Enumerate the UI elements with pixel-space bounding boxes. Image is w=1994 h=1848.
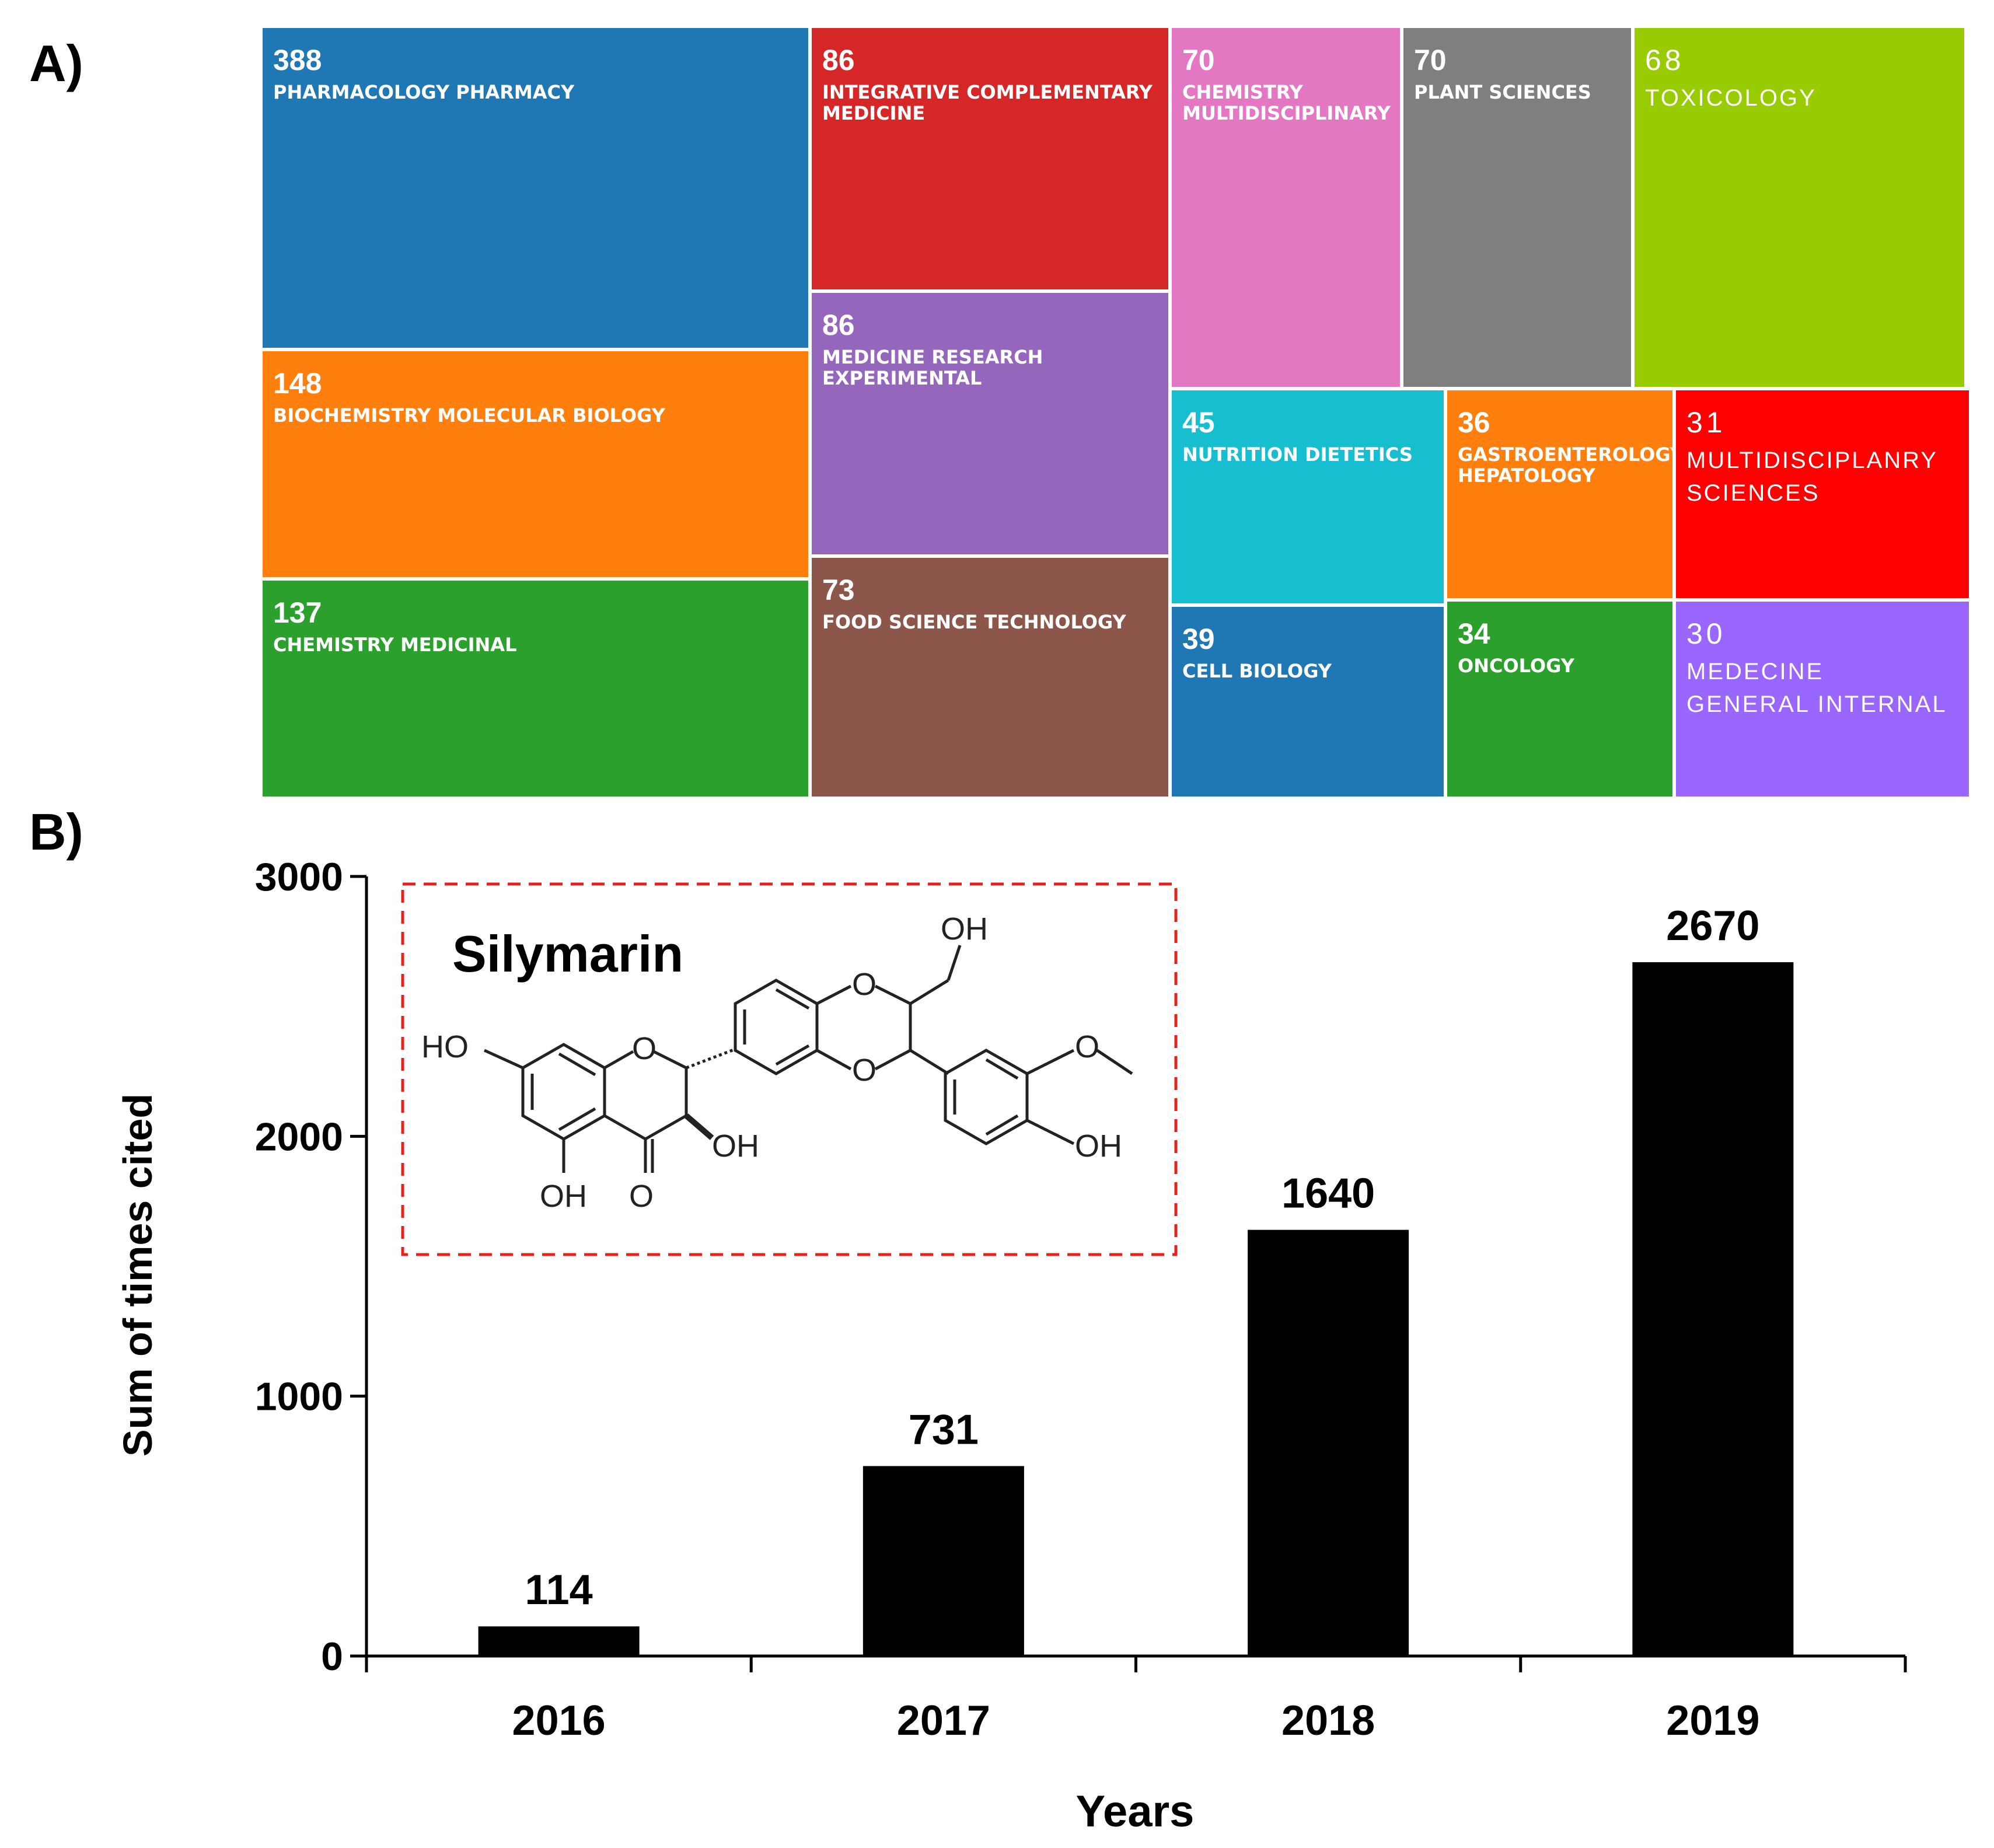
treemap-tile: 30 MEDECINE GENERAL INTERNAL xyxy=(1676,602,1969,797)
atom-label-oh: OH xyxy=(712,1129,759,1164)
y-ticks: 0 1000 2000 3000 xyxy=(255,855,366,1679)
treemap-tile: 86 INTEGRATIVE COMPLEMENTARY MEDICINE xyxy=(812,28,1168,289)
tile-name: INTEGRATIVE COMPLEMENTARY MEDICINE xyxy=(822,81,1153,124)
bar-value-label: 114 xyxy=(525,1567,593,1613)
tile-count: 36 xyxy=(1458,406,1490,439)
atom-label-oh: OH xyxy=(540,1179,587,1214)
treemap-tile: 34 ONCOLOGY xyxy=(1447,602,1672,797)
tile-name: TOXICOLOGY xyxy=(1645,85,1817,111)
tile-count: 86 xyxy=(822,44,855,76)
x-tick-label: 2017 xyxy=(897,1697,990,1744)
treemap-tile: 68 TOXICOLOGY xyxy=(1635,28,1964,387)
tile-count: 34 xyxy=(1458,617,1490,650)
tile-count: 31 xyxy=(1686,406,1726,439)
x-tick-label: 2016 xyxy=(512,1697,606,1744)
treemap-tile: 388 PHARMACOLOGY PHARMACY xyxy=(263,28,808,348)
tile-count: 30 xyxy=(1686,617,1726,650)
silymarin-structure xyxy=(483,945,1133,1173)
tile-name: ONCOLOGY xyxy=(1458,655,1574,677)
x-ticks: 2016 2017 2018 2019 xyxy=(365,1656,1907,1744)
atom-label-oh: OH xyxy=(941,911,988,946)
panel-label-b: B) xyxy=(29,803,83,861)
treemap-tile: 148 BIOCHEMISTRY MOLECULAR BIOLOGY xyxy=(263,351,808,577)
atom-label-o: O xyxy=(852,967,876,1002)
tile-count: 148 xyxy=(273,367,322,400)
tile-count: 70 xyxy=(1182,44,1215,76)
tile-name: PLANT SCIENCES xyxy=(1414,81,1591,103)
tile-name: MULTIDISCIPLANRY SCIENCES xyxy=(1686,448,1939,506)
panel-label-a: A) xyxy=(29,34,83,92)
atom-label-o: O xyxy=(632,1031,656,1066)
structure-atom-labels: HO O OH OH O O O OH O OH xyxy=(421,911,1122,1214)
inset-dashed-border xyxy=(401,882,1178,1256)
bar-value-label: 2670 xyxy=(1666,903,1759,949)
tile-count: 39 xyxy=(1182,623,1215,655)
tile-count: 137 xyxy=(273,596,322,629)
tile-count: 73 xyxy=(822,574,855,606)
treemap-tile: 73 FOOD SCIENCE TECHNOLOGY xyxy=(812,558,1168,797)
y-tick-label: 1000 xyxy=(255,1375,343,1419)
silymarin-inset: Silymarin xyxy=(401,882,1178,1256)
tile-count: 45 xyxy=(1182,406,1215,439)
treemap-tile: 86 MEDICINE RESEARCH EXPERIMENTAL xyxy=(812,293,1168,554)
treemap-tile: 31 MULTIDISCIPLANRY SCIENCES xyxy=(1676,390,1969,598)
tile-name: CELL BIOLOGY xyxy=(1182,660,1332,682)
treemap-tile: 36 GASTROENTEROLOGY HEPATOLOGY xyxy=(1447,390,1672,598)
tile-name: MEDECINE GENERAL INTERNAL xyxy=(1686,659,1947,717)
y-tick-label: 2000 xyxy=(255,1115,343,1159)
treemap-tile: 45 NUTRITION DIETETICS xyxy=(1172,390,1444,603)
tile-name: PHARMACOLOGY PHARMACY xyxy=(273,81,575,103)
bar-value-label: 1640 xyxy=(1281,1171,1375,1217)
x-tick-label: 2019 xyxy=(1666,1697,1759,1744)
tile-name: BIOCHEMISTRY MOLECULAR BIOLOGY xyxy=(273,404,665,427)
y-axis-label: Sum of times cited xyxy=(115,1094,160,1456)
x-axis-label: Years xyxy=(1076,1787,1195,1836)
y-tick-label: 0 xyxy=(321,1634,343,1679)
y-tick-label: 3000 xyxy=(255,855,343,899)
bar xyxy=(478,1626,640,1656)
treemap-tile: 137 CHEMISTRY MEDICINAL xyxy=(263,581,808,797)
bars: 114 731 1640 2670 xyxy=(478,903,1794,1656)
atom-label-o: O xyxy=(1075,1029,1099,1064)
tile-count: 86 xyxy=(822,309,855,341)
treemap-tile: 70 CHEMISTRY MULTIDISCIPLINARY xyxy=(1172,28,1400,387)
treemap-tile: 70 PLANT SCIENCES xyxy=(1403,28,1631,387)
inset-title: Silymarin xyxy=(452,925,683,983)
treemap: 388 PHARMACOLOGY PHARMACY 148 BIOCHEMIST… xyxy=(0,0,1994,805)
atom-label-o: O xyxy=(629,1179,654,1214)
bar xyxy=(862,1466,1024,1656)
bar-value-label: 731 xyxy=(909,1406,979,1453)
tile-count: 68 xyxy=(1645,44,1685,76)
tile-name: CHEMISTRY MEDICINAL xyxy=(273,634,517,656)
tile-name: FOOD SCIENCE TECHNOLOGY xyxy=(822,611,1126,633)
tile-count: 70 xyxy=(1414,44,1447,76)
tile-name: GASTROENTEROLOGY HEPATOLOGY xyxy=(1458,443,1672,487)
bar xyxy=(1248,1229,1409,1656)
tile-name: CHEMISTRY MULTIDISCIPLINARY xyxy=(1182,81,1391,124)
x-tick-label: 2018 xyxy=(1281,1697,1375,1744)
tile-name: MEDICINE RESEARCH EXPERIMENTAL xyxy=(822,346,1043,389)
atom-label-o: O xyxy=(852,1053,876,1088)
atom-label-oh: OH xyxy=(1075,1129,1122,1164)
tile-name: NUTRITION DIETETICS xyxy=(1182,443,1413,466)
treemap-tile: 39 CELL BIOLOGY xyxy=(1172,607,1444,797)
bar xyxy=(1632,962,1794,1656)
atom-label-ho: HO xyxy=(421,1029,469,1064)
tile-count: 388 xyxy=(273,44,322,76)
